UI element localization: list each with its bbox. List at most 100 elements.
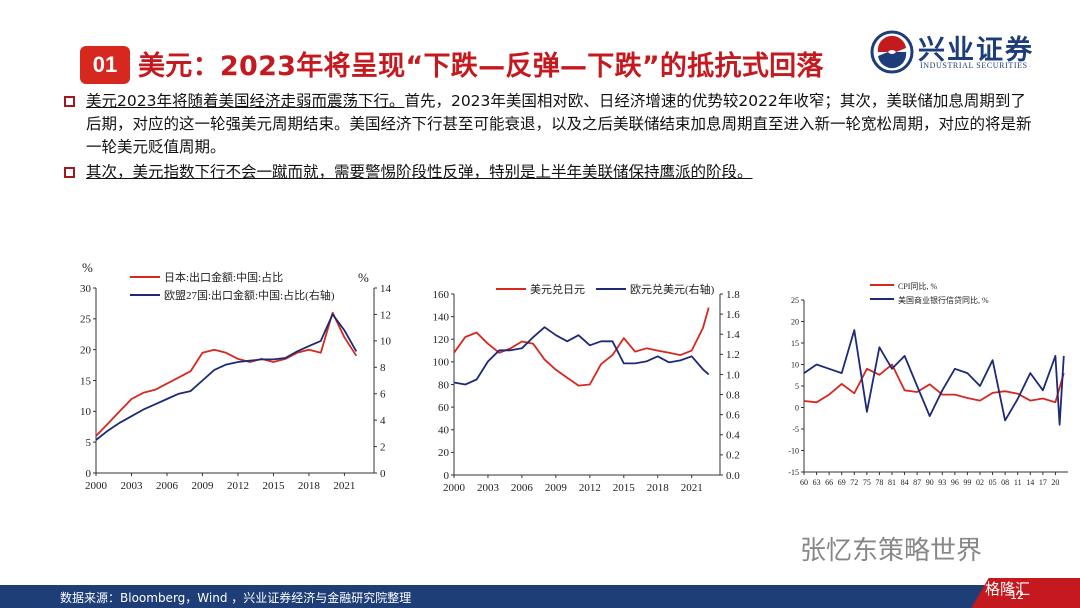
square-bullet-icon <box>64 96 75 107</box>
y-tick-label-left: -5 <box>792 425 799 434</box>
x-tick-label: 60 <box>800 478 808 487</box>
series-line <box>95 311 358 437</box>
y-tick-label-left: 20 <box>791 317 799 326</box>
x-tick-label: 2012 <box>579 482 601 494</box>
legend-label: 欧盟27国:出口金额:中国:占比(右轴) <box>164 288 335 302</box>
legend-label: 日本:出口金额:中国:占比 <box>164 270 283 284</box>
series-line <box>95 313 358 441</box>
logo-emblem-icon <box>870 30 914 74</box>
x-tick-label: 05 <box>989 478 997 487</box>
x-tick-label: 2015 <box>262 480 285 492</box>
y-tick-label-right: 0 <box>380 468 386 480</box>
y-tick-label-left: 120 <box>433 334 450 346</box>
y-tick-label-right: 1.4 <box>726 329 740 341</box>
section-number-badge: 01 <box>80 46 130 84</box>
x-tick-label: 2006 <box>156 480 179 492</box>
y-tick-label-left: 5 <box>86 437 92 449</box>
y-tick-label-left: 20 <box>80 345 92 357</box>
y-tick-label-left: 40 <box>438 425 450 437</box>
x-tick-label: 84 <box>901 478 909 487</box>
x-tick-label: 93 <box>938 478 946 487</box>
series-line <box>453 326 710 386</box>
y-tick-label-right: 10 <box>380 336 392 348</box>
y-tick-label-left: 0 <box>444 470 450 482</box>
y-tick-label-right: 12 <box>380 309 391 321</box>
y-tick-label-left: 160 <box>433 289 450 301</box>
x-tick-label: 2009 <box>545 482 568 494</box>
x-tick-label: 66 <box>825 478 833 487</box>
y-tick-label-right: 1.8 <box>726 289 740 301</box>
footer-bar: 数据来源：Bloomberg，Wind ，兴业证券经济与金融研究院整理 <box>0 585 1080 608</box>
x-tick-label: 81 <box>888 478 896 487</box>
y-tick-label-left: -10 <box>788 446 799 455</box>
y-tick-label-left: 5 <box>795 382 799 391</box>
y-tick-label-left: 10 <box>80 406 92 418</box>
y-tick-label-right: 1.0 <box>726 369 740 381</box>
company-logo: 兴业证券 INDUSTRIAL SECURITIES <box>870 28 1060 78</box>
x-tick-label: 99 <box>963 478 971 487</box>
x-tick-label: 11 <box>1014 478 1022 487</box>
y-tick-label-left: 20 <box>438 447 450 459</box>
x-tick-label: 63 <box>813 478 821 487</box>
y-tick-label-right: 0.6 <box>726 410 740 422</box>
y-tick-label-right: 4 <box>380 415 386 427</box>
y-tick-label-left: 100 <box>433 357 450 369</box>
y-tick-label-right: 14 <box>380 283 392 295</box>
page-title: 美元：2023年将呈现“下跌—反弹—下跌”的抵抗式回落 <box>138 51 824 82</box>
y-tick-label-left: 10 <box>791 360 799 369</box>
bullet-text: 首先，2023年美国相对欧、日经济增速的优势较2022年收窄；其次，美联储加息周… <box>86 92 1032 156</box>
legend-label: 美元兑日元 <box>530 282 585 296</box>
y-tick-label-right: 1.6 <box>726 309 740 321</box>
x-tick-label: 2018 <box>647 482 670 494</box>
y-unit-right: % <box>358 270 369 285</box>
y-tick-label-left: 0 <box>86 468 92 480</box>
logo-english-name: INDUSTRIAL SECURITIES <box>920 61 1028 70</box>
square-bullet-icon <box>64 167 75 178</box>
chart-exchange-rates: 0 20 40 60 80 100 120 140 160 0.0 0.2 0.4 0.6 0.8 1.0 1… <box>433 282 741 494</box>
x-tick-label: 17 <box>1039 478 1047 487</box>
y-tick-label-left: 15 <box>791 339 799 348</box>
x-tick-label: 2018 <box>298 480 321 492</box>
x-tick-label: 2003 <box>477 482 500 494</box>
watermark-brand: 格隆汇 <box>985 580 1031 598</box>
x-tick-label: 72 <box>850 478 858 487</box>
y-tick-label-left: 15 <box>80 375 92 387</box>
y-tick-label-right: 0.8 <box>726 389 740 401</box>
y-tick-label-left: 25 <box>791 296 799 305</box>
bullet-item: 其次，美元指数下行不会一蹴而就，需要警惕阶段性反弹，特别是上半年美联储保持鹰派的… <box>58 161 1038 184</box>
page-number: 12 <box>1010 589 1024 602</box>
watermark-text: 张忆东策略世界 <box>800 536 983 566</box>
y-tick-label-right: 0.4 <box>726 430 740 442</box>
x-tick-label: 2012 <box>227 480 249 492</box>
y-tick-label-left: -15 <box>788 468 799 477</box>
y-tick-label-left: 80 <box>438 379 450 391</box>
x-tick-label: 2021 <box>681 482 703 494</box>
x-tick-label: 78 <box>875 478 883 487</box>
y-tick-label-left: 60 <box>438 402 450 414</box>
legend-label: 美国商业银行信贷同比, % <box>898 295 989 305</box>
x-tick-label: 14 <box>1026 478 1034 487</box>
legend-label: CPI同比, % <box>898 282 937 291</box>
y-tick-label-right: 0.2 <box>726 450 740 462</box>
y-tick-label-right: 6 <box>380 389 386 401</box>
bullet-underlined-text: 其次，美元指数下行不会一蹴而就，需要警惕阶段性反弹，特别是上半年美联储保持鹰派的… <box>86 163 753 181</box>
y-tick-label-right: 1.2 <box>726 349 740 361</box>
y-unit-left: % <box>82 260 93 275</box>
x-tick-label: 75 <box>863 478 871 487</box>
x-tick-label: 08 <box>1001 478 1009 487</box>
y-tick-label-right: 8 <box>380 362 386 374</box>
bullet-list: 美元2023年将随着美国经济走弱而震荡下行。首先，2023年美国相对欧、日经济增… <box>58 90 1038 184</box>
x-tick-label: 2003 <box>120 480 143 492</box>
x-tick-label: 2006 <box>511 482 534 494</box>
x-tick-label: 87 <box>913 478 921 487</box>
footer-accent <box>1040 578 1080 608</box>
series-line <box>803 329 1065 426</box>
y-tick-label-left: 0 <box>795 403 799 412</box>
y-tick-label-right: 2 <box>380 441 386 453</box>
series-line <box>803 363 1065 404</box>
x-tick-label: 2021 <box>333 480 355 492</box>
x-tick-label: 96 <box>951 478 959 487</box>
x-tick-label: 20 <box>1051 478 1059 487</box>
series-line <box>453 307 710 387</box>
